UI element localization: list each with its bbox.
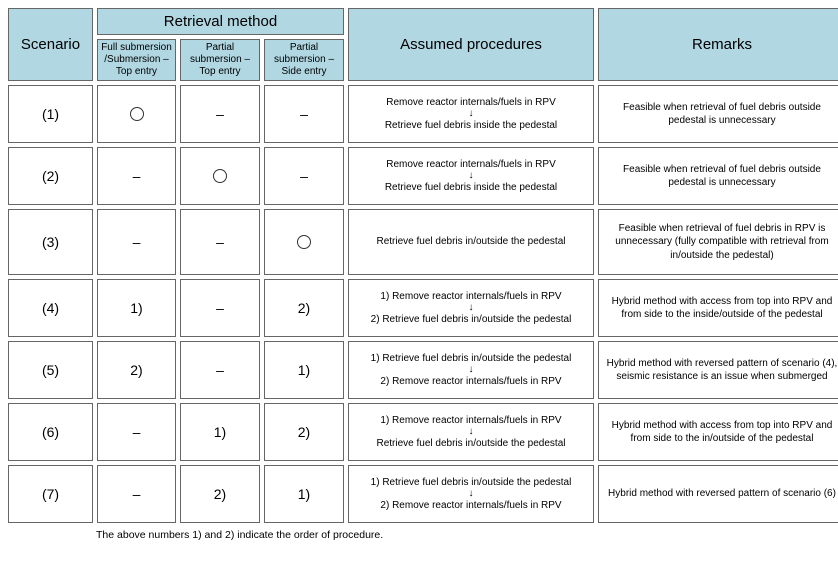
scenario-label: (4) — [8, 279, 93, 337]
method-cell: 1) — [264, 465, 344, 523]
circle-icon — [297, 235, 311, 249]
remark-cell: Feasible when retrieval of fuel debris i… — [598, 209, 838, 275]
header-method-1: Full submersion /Submersion – Top entry — [97, 39, 176, 81]
header-remarks: Remarks — [598, 8, 838, 81]
remark-cell: Hybrid method with reversed pattern of s… — [598, 341, 838, 399]
scenario-label: (3) — [8, 209, 93, 275]
method-cell: – — [97, 147, 176, 205]
method-cell: – — [97, 465, 176, 523]
scenario-label: (5) — [8, 341, 93, 399]
method-cell: – — [97, 403, 176, 461]
procedure-cell: 1) Retrieve fuel debris in/outside the p… — [348, 465, 594, 523]
procedure-cell: 1) Remove reactor internals/fuels in RPV… — [348, 279, 594, 337]
method-cell: 2) — [264, 279, 344, 337]
header-scenario: Scenario — [8, 8, 93, 81]
procedure-cell: Retrieve fuel debris in/outside the pede… — [348, 209, 594, 275]
method-cell: 1) — [180, 403, 260, 461]
footnote: The above numbers 1) and 2) indicate the… — [96, 529, 830, 541]
method-cell: 2) — [264, 403, 344, 461]
procedure-cell: Remove reactor internals/fuels in RPV↓Re… — [348, 147, 594, 205]
method-cell — [264, 209, 344, 275]
remark-cell: Hybrid method with reversed pattern of s… — [598, 465, 838, 523]
method-cell: 1) — [264, 341, 344, 399]
method-cell: 2) — [180, 465, 260, 523]
method-cell: – — [180, 279, 260, 337]
circle-icon — [213, 169, 227, 183]
circle-icon — [130, 107, 144, 121]
method-cell: – — [180, 341, 260, 399]
header-retrieval-group: Retrieval method — [97, 8, 344, 35]
method-cell — [180, 147, 260, 205]
procedure-cell: 1) Remove reactor internals/fuels in RPV… — [348, 403, 594, 461]
method-cell: 1) — [97, 279, 176, 337]
method-cell: – — [264, 85, 344, 143]
procedure-cell: 1) Retrieve fuel debris in/outside the p… — [348, 341, 594, 399]
header-method-2: Partial submersion – Top entry — [180, 39, 260, 81]
scenario-table: Scenario Retrieval method Assumed proced… — [8, 8, 830, 523]
method-cell: – — [180, 85, 260, 143]
method-cell — [97, 85, 176, 143]
header-procedures: Assumed procedures — [348, 8, 594, 81]
method-cell: – — [264, 147, 344, 205]
procedure-cell: Remove reactor internals/fuels in RPV↓Re… — [348, 85, 594, 143]
scenario-label: (1) — [8, 85, 93, 143]
scenario-label: (6) — [8, 403, 93, 461]
header-method-3: Partial submersion – Side entry — [264, 39, 344, 81]
remark-cell: Feasible when retrieval of fuel debris o… — [598, 147, 838, 205]
method-cell: 2) — [97, 341, 176, 399]
remark-cell: Hybrid method with access from top into … — [598, 403, 838, 461]
scenario-label: (2) — [8, 147, 93, 205]
method-cell: – — [180, 209, 260, 275]
scenario-label: (7) — [8, 465, 93, 523]
method-cell: – — [97, 209, 176, 275]
remark-cell: Feasible when retrieval of fuel debris o… — [598, 85, 838, 143]
remark-cell: Hybrid method with access from top into … — [598, 279, 838, 337]
